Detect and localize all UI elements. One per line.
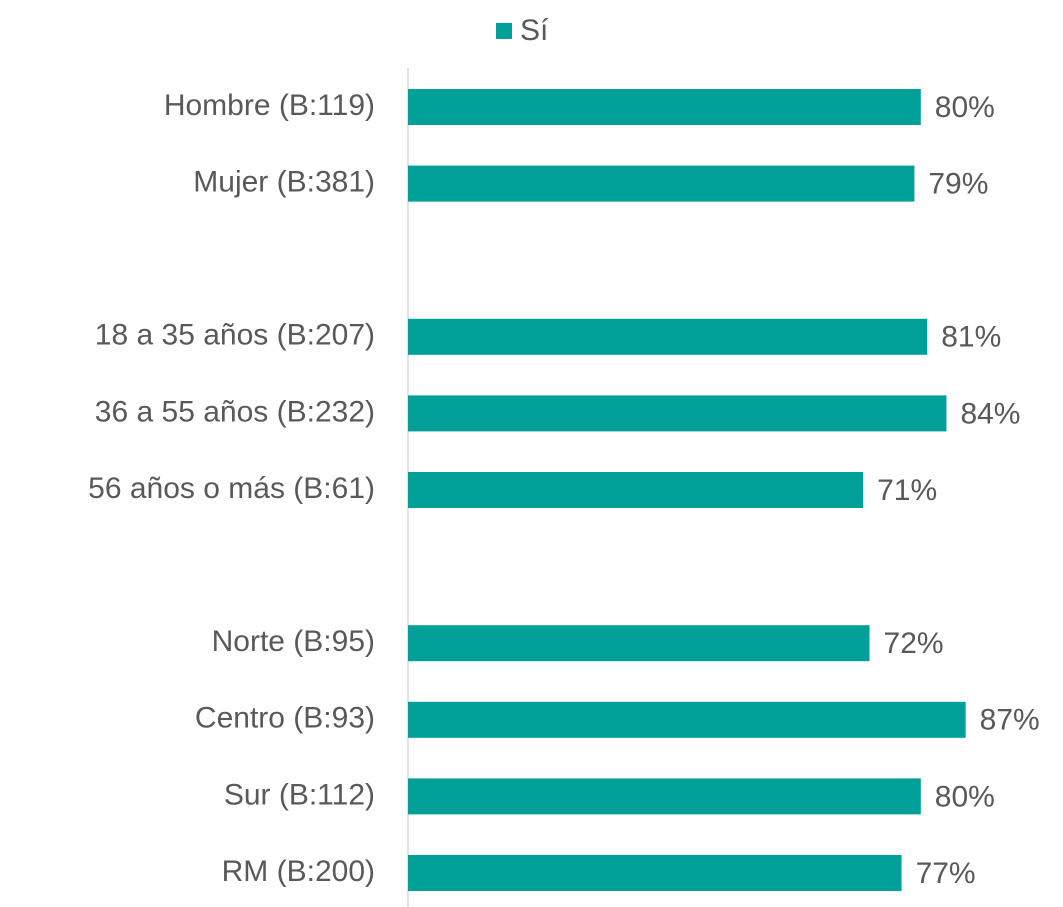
y-tick-label: 36 a 55 años (B:232) [95,395,375,428]
y-tick-label: Mujer (B:381) [193,166,375,199]
bar [408,625,870,662]
data-label: 80% [935,91,995,124]
data-label: 84% [960,397,1020,430]
bar [408,165,915,202]
y-tick-label: RM (B:200) [222,855,375,888]
bar [408,472,864,508]
data-label: 87% [980,704,1040,737]
y-tick-label: Hombre (B:119) [164,89,375,122]
legend-swatch [496,23,512,39]
data-label: 71% [877,474,937,507]
y-tick-label: 18 a 35 años (B:207) [95,319,375,352]
data-label: 72% [884,627,944,660]
bar [408,395,947,432]
bar [408,89,921,125]
data-label: 81% [941,321,1001,354]
y-tick-label: Sur (B:112) [224,778,375,811]
y-tick-label: Norte (B:95) [212,625,375,658]
data-label: 80% [935,780,995,813]
y-tick-label: Centro (B:93) [195,702,375,735]
data-label: 79% [928,168,988,201]
bar [408,855,902,891]
bar [408,701,966,738]
legend-label: Sí [520,14,549,47]
data-label: 77% [916,857,976,890]
bar [408,318,928,355]
bar [408,778,921,815]
y-tick-label: 56 años o más (B:61) [88,472,375,505]
